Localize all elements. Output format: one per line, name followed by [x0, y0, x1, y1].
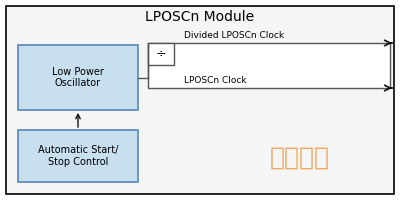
Bar	[148, 43, 390, 88]
Bar	[18, 130, 138, 182]
Text: Divided LPOSCn Clock: Divided LPOSCn Clock	[184, 31, 284, 40]
Text: Automatic Start/
Stop Control: Automatic Start/ Stop Control	[38, 145, 118, 167]
Bar	[148, 43, 174, 65]
Text: LPOSCn Module: LPOSCn Module	[146, 10, 254, 24]
Text: Low Power
Oscillator: Low Power Oscillator	[52, 67, 104, 88]
Text: ÷: ÷	[156, 47, 166, 60]
Text: LPOSCn Clock: LPOSCn Clock	[184, 76, 247, 85]
Bar	[18, 45, 138, 110]
Text: 统一电子: 统一电子	[270, 146, 330, 170]
